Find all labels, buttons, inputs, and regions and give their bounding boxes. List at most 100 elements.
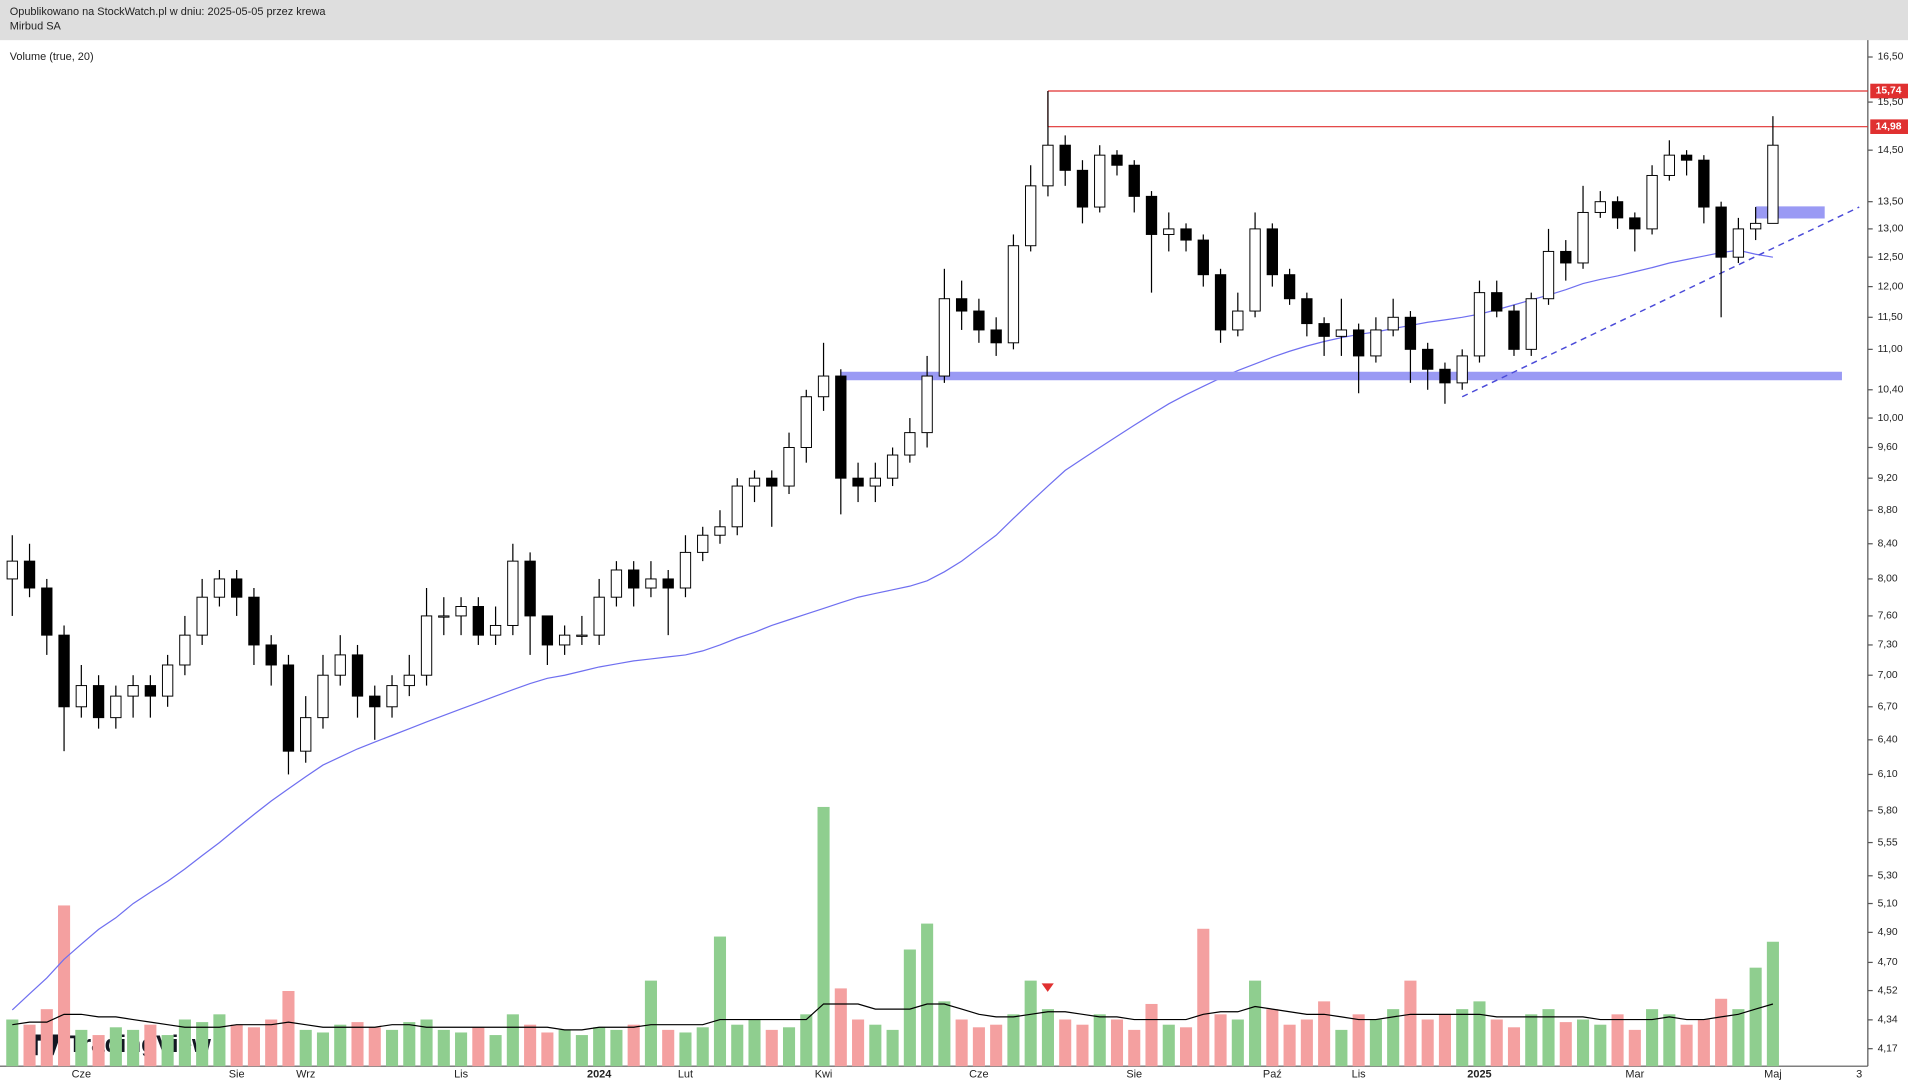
candle-body (921, 375, 933, 434)
x-tick-label: Wrz (296, 1069, 315, 1081)
candle-body (973, 310, 985, 331)
candle-body (938, 298, 951, 377)
volume-bar (713, 936, 727, 1067)
candle-body (351, 654, 364, 697)
y-tick-label: 9,20 (1878, 473, 1898, 484)
candle-body (110, 695, 122, 719)
candle-body (334, 654, 346, 676)
y-tick-label: 5,55 (1878, 837, 1898, 848)
header-bar (0, 0, 1908, 41)
volume-bar (1335, 1029, 1348, 1067)
x-tick-label: Sie (1126, 1069, 1142, 1081)
candle-body (196, 596, 208, 636)
y-tick-label: 16,50 (1878, 52, 1904, 63)
volume-bar (1231, 1019, 1244, 1067)
volume-bar (1283, 1024, 1296, 1067)
volume-bar (1387, 1009, 1400, 1067)
candle-body (1335, 329, 1348, 337)
volume-bar (455, 1032, 468, 1067)
volume-bar (1093, 1014, 1106, 1067)
x-tick-label: Kwi (815, 1069, 833, 1081)
candle-body (1128, 164, 1140, 197)
volume-bar (196, 1022, 209, 1067)
candle-body (1370, 329, 1382, 357)
volume-bar (972, 1027, 985, 1067)
y-tick-label: 9,60 (1878, 442, 1898, 453)
candle-body (593, 596, 605, 636)
volume-bar (990, 1024, 1003, 1067)
candle-body (869, 477, 881, 487)
header-line: Opublikowano na StockWatch.pl w dniu: 20… (10, 6, 327, 18)
candle-body (679, 551, 692, 589)
indicator-label: Volume (true, 20) (10, 51, 94, 63)
candle-body (489, 624, 502, 636)
candle-body (1163, 228, 1175, 235)
candle-body (265, 644, 277, 666)
volume-bar (1404, 980, 1417, 1067)
price-label: 14,98 (1876, 121, 1902, 132)
candle-body (472, 606, 484, 636)
x-tick-label: Paź (1263, 1069, 1282, 1081)
volume-bar (1059, 1019, 1072, 1067)
y-tick-label: 4,17 (1878, 1043, 1898, 1054)
y-tick-label: 4,34 (1878, 1015, 1898, 1026)
candle-body (1508, 310, 1520, 350)
candle-body (904, 432, 916, 456)
volume-bar (627, 1024, 640, 1067)
candle-body (1749, 222, 1762, 230)
candle-body (1094, 154, 1106, 208)
y-tick-label: 10,40 (1878, 385, 1904, 396)
volume-bar (75, 1029, 88, 1067)
candle-body (645, 578, 657, 589)
candle-body (1698, 159, 1710, 208)
volume-bar (1490, 1019, 1503, 1067)
volume-bar (765, 1029, 778, 1067)
volume-bar (696, 1027, 709, 1067)
candle-body (1542, 250, 1555, 300)
candle-body (213, 578, 226, 598)
y-tick-label: 4,70 (1878, 957, 1898, 968)
x-tick-label: 3 (1856, 1069, 1862, 1081)
candle-body (524, 560, 536, 617)
volume-bar (662, 1029, 675, 1067)
candle-body (1266, 228, 1279, 276)
moving-average-line (11, 249, 1774, 1011)
volume-bar (1197, 928, 1210, 1067)
candle-body (955, 298, 968, 312)
candle-body (886, 454, 899, 479)
y-tick-label: 4,90 (1878, 927, 1898, 938)
candle-body (1732, 228, 1745, 258)
candle-body (1352, 329, 1365, 357)
candle-body (420, 615, 433, 676)
candle-body (990, 329, 1002, 344)
volume-bar (1749, 967, 1762, 1067)
candle-body (1197, 239, 1209, 276)
candle-body (161, 664, 174, 697)
candle-body (282, 664, 295, 752)
volume-bar (178, 1019, 191, 1067)
candle-body (1059, 144, 1071, 171)
candle-body (438, 615, 450, 618)
volume-bar (1076, 1024, 1089, 1067)
volume-bar (938, 1001, 951, 1067)
candle-body (1145, 195, 1158, 235)
volume-bar (282, 990, 295, 1067)
volume-bar (1145, 1003, 1158, 1067)
volume-bar (541, 1032, 554, 1067)
candle-body (1629, 217, 1641, 230)
y-tick-label: 11,50 (1878, 312, 1903, 323)
volume-bar (1179, 1027, 1193, 1067)
candle-body (1646, 174, 1658, 230)
volume-bar (247, 1027, 260, 1067)
candle-body (610, 569, 623, 598)
volume-bar (1559, 1022, 1572, 1067)
y-tick-label: 6,10 (1878, 769, 1898, 780)
candle-body (300, 717, 312, 752)
volume-bar (368, 1027, 381, 1067)
volume-bar (834, 988, 847, 1067)
volume-bar (1663, 1014, 1676, 1067)
volume-bar (782, 1027, 796, 1067)
candle-body (41, 587, 53, 636)
volume-bar (6, 1019, 19, 1067)
y-tick-label: 6,70 (1878, 702, 1898, 713)
